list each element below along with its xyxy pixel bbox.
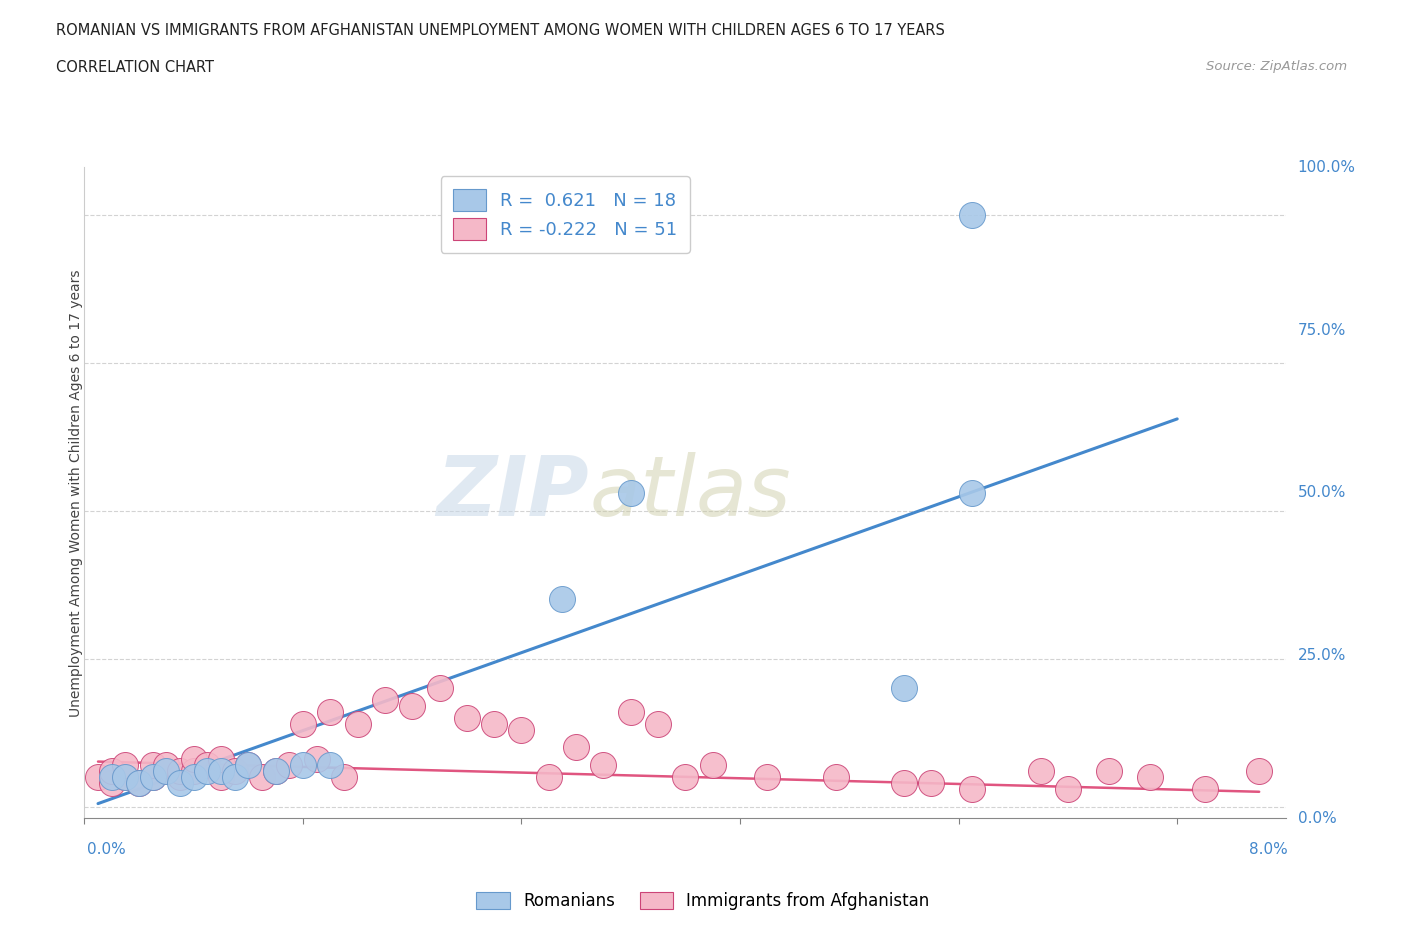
Point bbox=[100, 764, 122, 778]
Point bbox=[962, 781, 984, 796]
Point bbox=[1098, 764, 1121, 778]
Point bbox=[1057, 781, 1080, 796]
Point bbox=[565, 740, 588, 755]
Point bbox=[592, 758, 614, 773]
Point bbox=[142, 758, 165, 773]
Point bbox=[1194, 781, 1216, 796]
Point bbox=[128, 776, 150, 790]
Text: ZIP: ZIP bbox=[437, 452, 589, 534]
Point bbox=[224, 764, 246, 778]
Point bbox=[169, 764, 191, 778]
Point bbox=[209, 769, 232, 784]
Text: 8.0%: 8.0% bbox=[1249, 842, 1288, 857]
Point bbox=[333, 769, 356, 784]
Legend: R =  0.621   N = 18, R = -0.222   N = 51: R = 0.621 N = 18, R = -0.222 N = 51 bbox=[440, 177, 690, 253]
Point bbox=[647, 716, 669, 731]
Point bbox=[824, 769, 846, 784]
Point bbox=[291, 716, 314, 731]
Point bbox=[756, 769, 779, 784]
Point bbox=[962, 207, 984, 222]
Point bbox=[142, 769, 165, 784]
Point bbox=[155, 758, 177, 773]
Point bbox=[183, 764, 205, 778]
Point bbox=[620, 485, 643, 500]
Point bbox=[319, 758, 342, 773]
Text: Source: ZipAtlas.com: Source: ZipAtlas.com bbox=[1206, 60, 1347, 73]
Point bbox=[209, 764, 232, 778]
Point bbox=[620, 704, 643, 719]
Point bbox=[962, 485, 984, 500]
Point bbox=[169, 776, 191, 790]
Text: 50.0%: 50.0% bbox=[1298, 485, 1346, 500]
Point bbox=[264, 764, 287, 778]
Text: 0.0%: 0.0% bbox=[87, 842, 127, 857]
Point bbox=[195, 764, 218, 778]
Point bbox=[920, 776, 942, 790]
Point bbox=[114, 769, 136, 784]
Point bbox=[183, 769, 205, 784]
Point bbox=[250, 769, 273, 784]
Point bbox=[1249, 764, 1271, 778]
Text: 100.0%: 100.0% bbox=[1298, 160, 1355, 175]
Point bbox=[128, 776, 150, 790]
Text: 25.0%: 25.0% bbox=[1298, 648, 1346, 663]
Point bbox=[675, 769, 697, 784]
Text: 0.0%: 0.0% bbox=[1298, 811, 1337, 826]
Point bbox=[319, 704, 342, 719]
Point bbox=[169, 769, 191, 784]
Point bbox=[114, 769, 136, 784]
Text: ROMANIAN VS IMMIGRANTS FROM AFGHANISTAN UNEMPLOYMENT AMONG WOMEN WITH CHILDREN A: ROMANIAN VS IMMIGRANTS FROM AFGHANISTAN … bbox=[56, 23, 945, 38]
Y-axis label: Unemployment Among Women with Children Ages 6 to 17 years: Unemployment Among Women with Children A… bbox=[69, 269, 83, 717]
Point bbox=[155, 764, 177, 778]
Point bbox=[482, 716, 505, 731]
Text: CORRELATION CHART: CORRELATION CHART bbox=[56, 60, 214, 75]
Point bbox=[510, 723, 533, 737]
Text: atlas: atlas bbox=[589, 452, 792, 534]
Point bbox=[893, 681, 915, 696]
Point bbox=[238, 758, 260, 773]
Point bbox=[278, 758, 301, 773]
Point bbox=[100, 776, 122, 790]
Point bbox=[1029, 764, 1052, 778]
Point bbox=[429, 681, 451, 696]
Point bbox=[264, 764, 287, 778]
Point bbox=[183, 751, 205, 766]
Point bbox=[374, 693, 396, 708]
Point bbox=[893, 776, 915, 790]
Point bbox=[456, 711, 478, 725]
Point bbox=[401, 698, 423, 713]
Legend: Romanians, Immigrants from Afghanistan: Romanians, Immigrants from Afghanistan bbox=[470, 885, 936, 917]
Point bbox=[195, 758, 218, 773]
Text: 75.0%: 75.0% bbox=[1298, 323, 1346, 338]
Point bbox=[155, 764, 177, 778]
Point bbox=[238, 758, 260, 773]
Point bbox=[224, 769, 246, 784]
Point bbox=[346, 716, 368, 731]
Point bbox=[87, 769, 110, 784]
Point bbox=[291, 758, 314, 773]
Point bbox=[551, 592, 574, 607]
Point bbox=[114, 758, 136, 773]
Point bbox=[305, 751, 328, 766]
Point bbox=[537, 769, 560, 784]
Point bbox=[1139, 769, 1161, 784]
Point bbox=[100, 769, 122, 784]
Point bbox=[209, 751, 232, 766]
Point bbox=[142, 769, 165, 784]
Point bbox=[702, 758, 724, 773]
